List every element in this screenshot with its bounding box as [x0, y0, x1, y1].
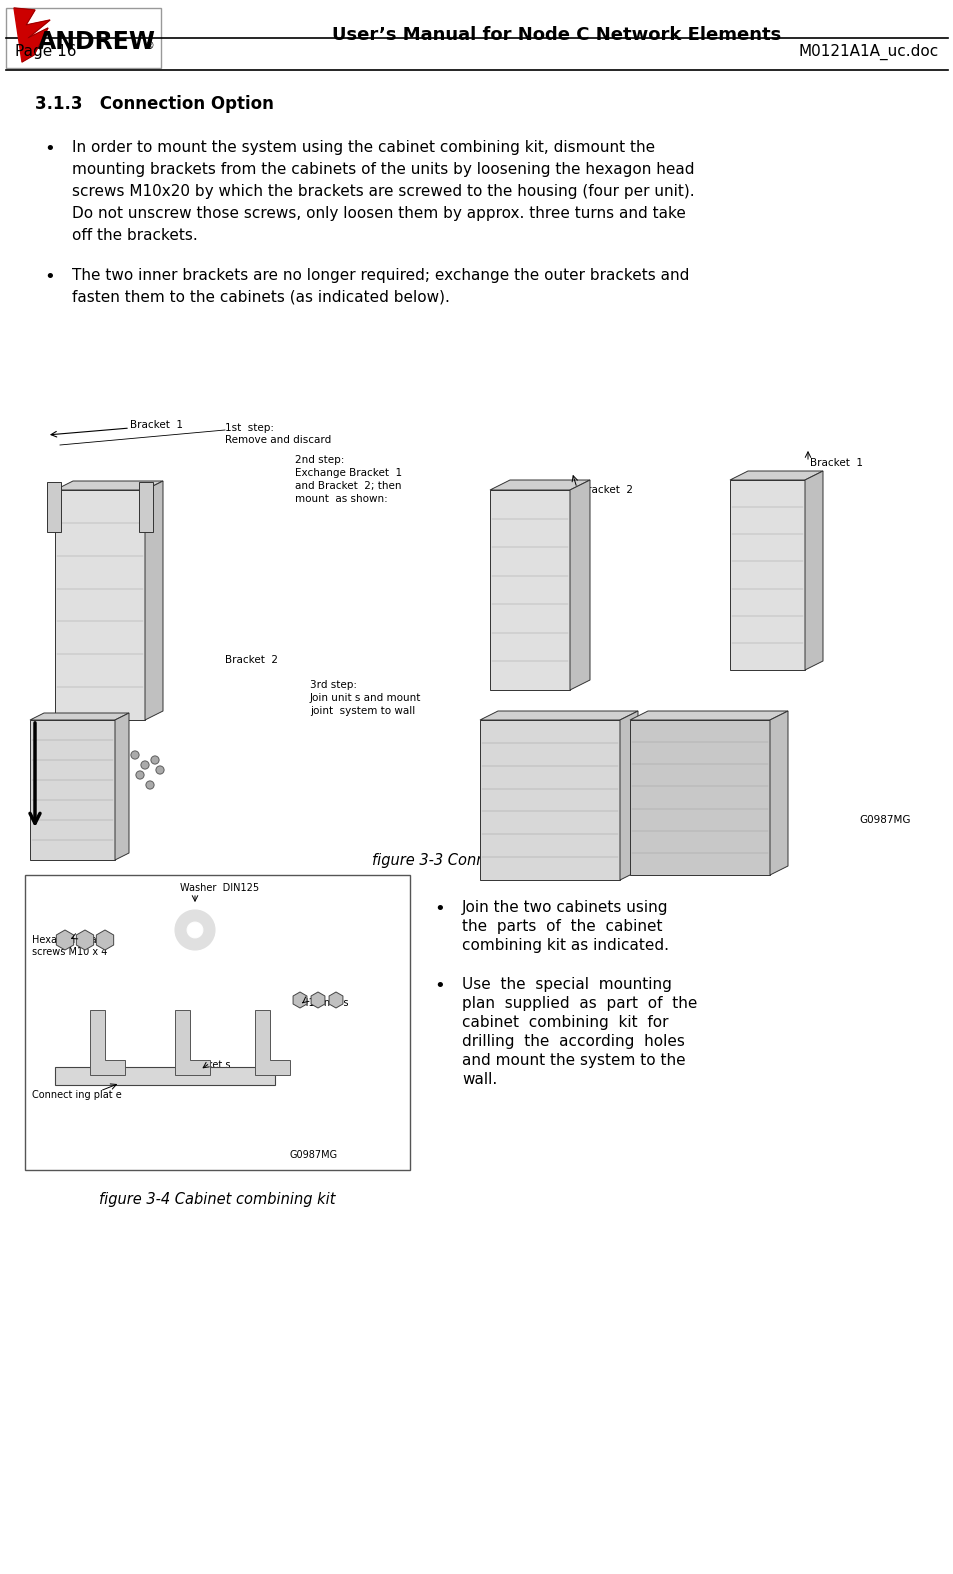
- Text: screws M10x20 by which the brackets are screwed to the housing (four per unit).: screws M10x20 by which the brackets are …: [71, 184, 694, 198]
- Text: ®: ®: [145, 41, 154, 50]
- Text: joint  system to wall: joint system to wall: [310, 707, 415, 716]
- Polygon shape: [56, 930, 73, 951]
- Text: figure 3-4 Cabinet combining kit: figure 3-4 Cabinet combining kit: [99, 1192, 335, 1207]
- Polygon shape: [96, 930, 113, 951]
- Circle shape: [136, 771, 144, 779]
- Text: Join the two cabinets using: Join the two cabinets using: [461, 900, 668, 914]
- Text: figure 3-3 Connection option: figure 3-3 Connection option: [372, 853, 581, 867]
- Text: combining kit as indicated.: combining kit as indicated.: [461, 938, 668, 952]
- Polygon shape: [490, 490, 569, 689]
- Polygon shape: [174, 1011, 210, 1075]
- Circle shape: [131, 751, 139, 759]
- Circle shape: [187, 922, 203, 938]
- Bar: [55, 1067, 274, 1084]
- Polygon shape: [804, 471, 822, 671]
- Bar: [47, 482, 61, 532]
- Text: Remove and discard: Remove and discard: [225, 434, 331, 445]
- Text: Do not unscrew those screws, only loosen them by approx. three turns and take: Do not unscrew those screws, only loosen…: [71, 206, 685, 220]
- Text: ANDREW: ANDREW: [38, 30, 155, 54]
- Text: Connect ing plat e: Connect ing plat e: [32, 1091, 122, 1100]
- Polygon shape: [619, 711, 638, 880]
- Polygon shape: [479, 719, 619, 880]
- Polygon shape: [254, 1011, 290, 1075]
- Text: and Bracket  2; then: and Bracket 2; then: [294, 482, 401, 491]
- Text: Bracket s: Bracket s: [185, 1059, 231, 1070]
- Text: Hexagon head
screws M10 x 4: Hexagon head screws M10 x 4: [32, 935, 108, 957]
- Text: the  parts  of  the  cabinet: the parts of the cabinet: [461, 919, 661, 933]
- Polygon shape: [490, 480, 589, 490]
- Polygon shape: [55, 490, 145, 719]
- Polygon shape: [329, 992, 342, 1007]
- Text: wall.: wall.: [461, 1072, 497, 1088]
- Polygon shape: [30, 719, 115, 859]
- Polygon shape: [30, 713, 129, 719]
- Polygon shape: [90, 1011, 125, 1075]
- Polygon shape: [769, 711, 787, 875]
- Circle shape: [156, 767, 164, 774]
- Text: Bracket  1: Bracket 1: [809, 458, 862, 467]
- Text: Exchange Bracket  1: Exchange Bracket 1: [294, 467, 402, 478]
- Text: cabinet  combining  kit  for: cabinet combining kit for: [461, 1015, 668, 1029]
- Polygon shape: [115, 713, 129, 859]
- Circle shape: [141, 760, 149, 770]
- Polygon shape: [76, 930, 93, 951]
- Text: and mount the system to the: and mount the system to the: [461, 1053, 685, 1069]
- Text: In order to mount the system using the cabinet combining kit, dismount the: In order to mount the system using the c…: [71, 140, 655, 154]
- Text: •: •: [45, 268, 55, 286]
- Polygon shape: [729, 480, 804, 671]
- Text: 1st  step:: 1st step:: [225, 423, 274, 433]
- Text: •: •: [45, 140, 55, 157]
- Text: Page 16: Page 16: [15, 44, 76, 58]
- FancyBboxPatch shape: [6, 8, 161, 68]
- Polygon shape: [729, 471, 822, 480]
- Circle shape: [151, 756, 159, 763]
- Circle shape: [146, 781, 153, 789]
- Text: Use  the  special  mounting: Use the special mounting: [461, 977, 671, 992]
- Polygon shape: [14, 8, 50, 61]
- Text: Bracket  2: Bracket 2: [225, 655, 277, 664]
- Text: The two inner brackets are no longer required; exchange the outer brackets and: The two inner brackets are no longer req…: [71, 268, 689, 283]
- Text: Bracket  1: Bracket 1: [130, 420, 183, 430]
- Text: Washer  DIN125: Washer DIN125: [180, 883, 259, 892]
- Bar: [25, 875, 410, 1169]
- Polygon shape: [629, 711, 787, 719]
- Text: 2nd step:: 2nd step:: [294, 455, 344, 464]
- Text: G0987MG: G0987MG: [858, 815, 909, 825]
- Text: mount  as shown:: mount as shown:: [294, 494, 387, 504]
- Text: G0987MG: G0987MG: [290, 1151, 337, 1160]
- Text: Join unit s and mount: Join unit s and mount: [310, 693, 421, 704]
- Polygon shape: [569, 480, 589, 689]
- Circle shape: [174, 910, 214, 951]
- Text: fasten them to the cabinets (as indicated below).: fasten them to the cabinets (as indicate…: [71, 290, 450, 305]
- Polygon shape: [55, 482, 163, 490]
- Text: M0121A1A_uc.doc: M0121A1A_uc.doc: [798, 44, 938, 60]
- Text: 3.1.3   Connection Option: 3.1.3 Connection Option: [35, 94, 274, 113]
- Text: User’s Manual for Node C Network Elements: User’s Manual for Node C Network Element…: [332, 27, 781, 44]
- Polygon shape: [479, 711, 638, 719]
- Polygon shape: [293, 992, 307, 1007]
- Bar: [139, 482, 152, 532]
- Text: M10 nut s: M10 nut s: [299, 998, 348, 1007]
- Text: •: •: [435, 977, 445, 995]
- Text: •: •: [435, 900, 445, 918]
- Text: plan  supplied  as  part  of  the: plan supplied as part of the: [461, 996, 697, 1011]
- Polygon shape: [629, 719, 769, 875]
- Text: mounting brackets from the cabinets of the units by loosening the hexagon head: mounting brackets from the cabinets of t…: [71, 162, 694, 176]
- Text: Bracket  2: Bracket 2: [579, 485, 633, 494]
- Polygon shape: [145, 482, 163, 719]
- Text: off the brackets.: off the brackets.: [71, 228, 197, 242]
- Text: drilling  the  according  holes: drilling the according holes: [461, 1034, 684, 1048]
- Polygon shape: [311, 992, 325, 1007]
- Text: 3rd step:: 3rd step:: [310, 680, 356, 689]
